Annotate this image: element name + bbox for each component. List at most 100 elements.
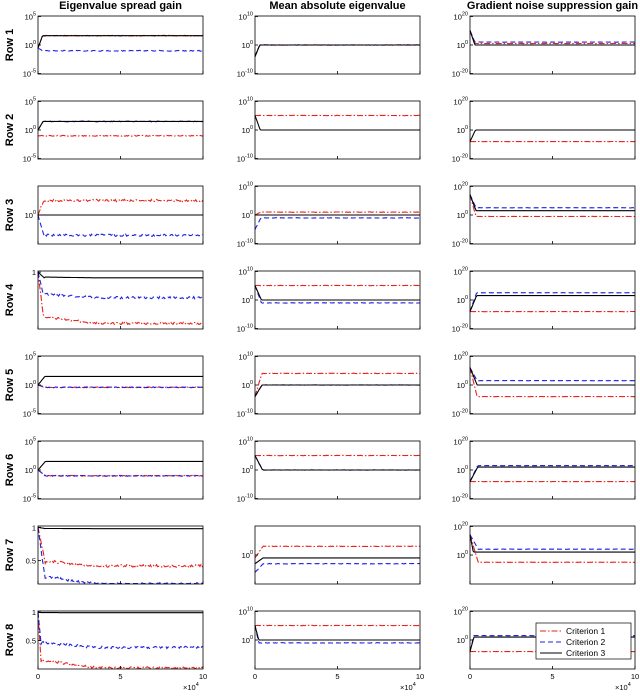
- panel-row-6-eigenvalue-spread-gain: 105 100 10-5: [23, 437, 204, 504]
- panel-row-5-mean-absolute-eigenvalue: 1010 100 10-10: [237, 352, 421, 419]
- y-tick-label: 100: [242, 380, 253, 390]
- y-tick-label: 105: [25, 437, 36, 447]
- panel-row-2-gradient-noise-suppression-gain: 1020 100 10-20: [452, 97, 636, 164]
- series-line-criterion-1: [469, 534, 636, 563]
- y-tick-label: 100: [25, 40, 36, 50]
- series-line-criterion-3: [469, 194, 635, 212]
- series-line-criterion-3: [37, 271, 203, 279]
- row-label-row-2: Row 2: [4, 114, 16, 146]
- series-line-criterion-3: [254, 44, 420, 57]
- row-label-row-8: Row 8: [4, 624, 16, 656]
- y-tick-label: 10-20: [452, 324, 468, 334]
- y-tick-label: 1010: [239, 182, 253, 192]
- y-tick-label: 100: [242, 125, 253, 135]
- panel-row-8-eigenvalue-spread-gain: 1 0.5 0 5 10×104: [26, 608, 208, 692]
- y-tick-label: 1020: [454, 182, 468, 192]
- series-line-criterion-3: [37, 35, 203, 49]
- legend-label-criterion-1: Criterion 1: [566, 626, 605, 636]
- series-line-criterion-3: [469, 367, 635, 386]
- x-tick-label: 0: [36, 672, 40, 681]
- y-tick-label: 1: [32, 608, 36, 617]
- y-tick-label: 10-10: [237, 154, 253, 164]
- y-tick-label: 0.5: [26, 557, 36, 566]
- panel-row-7-eigenvalue-spread-gain: 10.5: [26, 523, 204, 585]
- panel-row-2-eigenvalue-spread-gain: 105 100 10-5: [23, 97, 204, 164]
- y-tick-label: 100: [457, 210, 468, 220]
- x-tick-label: 5: [335, 672, 339, 681]
- series-line-criterion-1: [37, 527, 204, 569]
- y-tick-label: 1010: [239, 12, 253, 22]
- y-tick-label: 100: [242, 40, 253, 50]
- series-line-criterion-3: [37, 460, 203, 471]
- y-tick-label: 0.5: [26, 637, 36, 646]
- y-tick-label: 1020: [454, 437, 468, 447]
- panel-row-1-gradient-noise-suppression-gain: 1020 100 10-20: [452, 12, 636, 79]
- series-line-criterion-3: [254, 384, 420, 397]
- panel-row-3-gradient-noise-suppression-gain: 1020 100 10-20: [452, 182, 636, 249]
- x-multiplier-label: ×104: [615, 682, 631, 692]
- series-line-criterion-1: [37, 469, 204, 477]
- y-tick-label: 100: [457, 125, 468, 135]
- y-tick-label: 1020: [454, 12, 468, 22]
- x-tick-label: 10: [199, 672, 207, 681]
- y-tick-label: 10-10: [237, 69, 253, 79]
- row-label-row-4: Row 4: [4, 283, 16, 316]
- series-line-criterion-1: [37, 272, 204, 326]
- series-line-criterion-2: [469, 464, 636, 482]
- y-tick-label: 100: [242, 210, 253, 220]
- y-tick-label: 100: [457, 550, 468, 560]
- y-tick-label: 1020: [454, 267, 468, 277]
- series-line-criterion-3: [469, 295, 635, 312]
- y-tick-label: 1010: [239, 97, 253, 107]
- panel-row-6-mean-absolute-eigenvalue: 1010 100 10-10: [237, 437, 421, 504]
- row-label-row-3: Row 3: [4, 199, 16, 231]
- y-tick-label: 100: [25, 380, 36, 390]
- panel-row-3-eigenvalue-spread-gain: 100: [25, 185, 204, 245]
- series-line-criterion-3: [254, 455, 420, 471]
- y-tick-label: 105: [25, 97, 36, 107]
- x-multiplier-label: ×104: [400, 682, 416, 692]
- series-line-criterion-1: [38, 134, 204, 137]
- y-tick-label: 1020: [454, 522, 468, 532]
- series-line-criterion-2: [469, 194, 636, 209]
- panel-row-1-eigenvalue-spread-gain: 105 100 10-5: [23, 12, 204, 79]
- y-tick-label: 10-20: [452, 494, 468, 504]
- series-line-criterion-3: [254, 285, 420, 301]
- y-tick-label: 10-5: [23, 494, 36, 504]
- series-line-criterion-3: [37, 375, 203, 386]
- x-tick-label: 0: [468, 672, 472, 681]
- series-line-criterion-1: [254, 545, 420, 559]
- y-tick-label: 10-5: [23, 69, 36, 79]
- y-tick-label: 1020: [454, 97, 468, 107]
- series-line-criterion-2: [37, 469, 204, 477]
- legend-label-criterion-2: Criterion 2: [566, 637, 605, 647]
- y-tick-label: 1010: [239, 607, 253, 617]
- series-line-criterion-3: [37, 526, 203, 530]
- panel-row-1-mean-absolute-eigenvalue: 1010 100 10-10: [237, 12, 421, 79]
- y-tick-label: 10-20: [452, 239, 468, 249]
- series-line-criterion-3: [254, 115, 420, 131]
- series-line-criterion-2: [469, 292, 636, 312]
- row-label-row-7: Row 7: [4, 539, 16, 571]
- column-title-eigenvalue-spread-gain: Eigenvalue spread gain: [59, 0, 182, 12]
- row-label-row-1: Row 1: [4, 29, 16, 61]
- y-tick-label: 10-20: [452, 154, 468, 164]
- y-tick-label: 100: [457, 380, 468, 390]
- column-title-gradient-noise-suppression-gain: Gradient noise suppression gain: [467, 0, 638, 12]
- y-tick-label: 100: [457, 40, 468, 50]
- y-tick-label: 10-5: [23, 409, 36, 419]
- x-tick-label: 10: [631, 672, 639, 681]
- y-tick-label: 10-10: [237, 324, 253, 334]
- series-line-criterion-2: [254, 217, 420, 230]
- row-label-row-6: Row 6: [4, 454, 16, 486]
- y-tick-label: 1: [32, 523, 36, 532]
- series-line-criterion-2: [469, 534, 636, 550]
- y-tick-label: 10-20: [452, 69, 468, 79]
- series-line-criterion-2: [37, 214, 204, 238]
- panel-row-7-mean-absolute-eigenvalue: 100: [242, 525, 421, 585]
- series-line-criterion-3: [37, 611, 203, 614]
- series-line-criterion-1: [254, 372, 421, 397]
- panel-row-5-eigenvalue-spread-gain: 105 100 10-5: [23, 352, 204, 419]
- x-tick-label: 10: [416, 672, 424, 681]
